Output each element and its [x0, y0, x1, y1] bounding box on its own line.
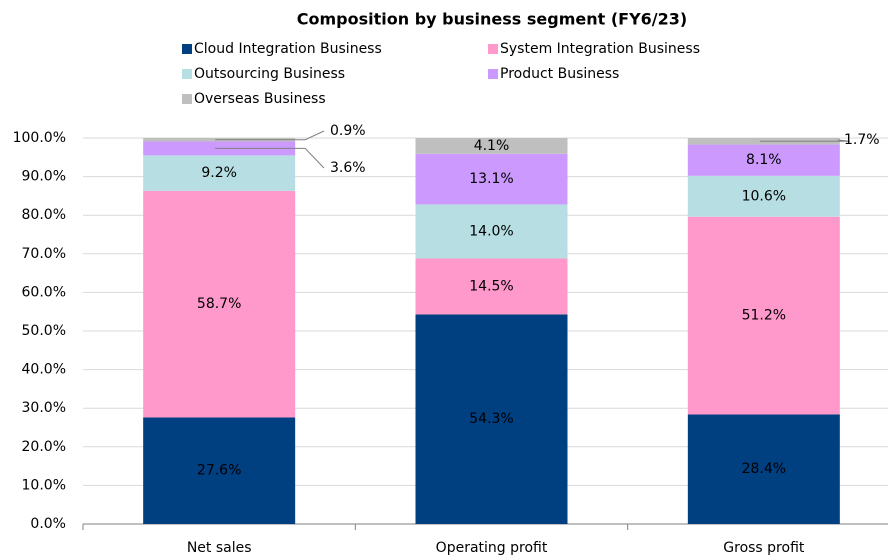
- x-tick-label: Net sales: [187, 540, 252, 556]
- bar-segment: [687, 144, 840, 176]
- chart-title: Composition by business segment (FY6/23): [297, 10, 687, 29]
- data-label: 1.7%: [844, 132, 880, 148]
- data-label: 27.6%: [197, 463, 241, 479]
- y-tick-label: 30.0%: [22, 400, 66, 416]
- leader-line: [759, 139, 850, 142]
- data-label: 8.1%: [746, 152, 782, 168]
- data-label: 54.3%: [469, 411, 513, 427]
- legend-swatch: [182, 94, 192, 104]
- data-label: 0.9%: [330, 123, 366, 139]
- y-tick-label: 0.0%: [30, 516, 66, 532]
- data-label: 28.4%: [742, 461, 786, 477]
- y-tick-label: 100.0%: [13, 130, 66, 146]
- x-tick-label: Operating profit: [436, 540, 548, 556]
- data-label: 51.2%: [742, 308, 786, 324]
- leader-line: [215, 130, 325, 141]
- legend-label: Product Business: [500, 66, 619, 82]
- data-label: 14.5%: [469, 278, 513, 294]
- legend-label: Cloud Integration Business: [194, 41, 382, 57]
- bar-segment: [143, 190, 296, 418]
- bar-segment: [415, 258, 568, 315]
- data-label: 9.2%: [201, 165, 237, 181]
- data-label: 3.6%: [330, 160, 366, 176]
- data-label: 14.0%: [469, 223, 513, 239]
- bar-segment: [143, 417, 296, 524]
- bar-segment: [415, 314, 568, 524]
- bar-segment: [415, 138, 568, 154]
- bar-segment: [687, 216, 840, 415]
- bar-segment: [415, 204, 568, 259]
- y-tick-label: 40.0%: [22, 362, 66, 378]
- bar-segment: [687, 175, 840, 217]
- x-tick-label: Gross profit: [723, 540, 805, 556]
- bar-segment: [415, 153, 568, 205]
- y-tick-label: 20.0%: [22, 439, 66, 455]
- legend-swatch: [182, 69, 192, 79]
- y-tick-label: 70.0%: [22, 246, 66, 262]
- y-tick-label: 90.0%: [22, 169, 66, 185]
- bar-segment: [687, 414, 840, 524]
- data-label: 13.1%: [469, 171, 513, 187]
- legend-swatch: [488, 44, 498, 54]
- data-label: 4.1%: [474, 138, 510, 154]
- data-label: 10.6%: [742, 188, 786, 204]
- data-label: 58.7%: [197, 296, 241, 312]
- bar-segment: [143, 155, 296, 191]
- y-tick-label: 50.0%: [22, 323, 66, 339]
- legend-label: Overseas Business: [194, 91, 326, 107]
- legend-label: Outsourcing Business: [194, 66, 345, 82]
- legend-label: System Integration Business: [500, 41, 700, 57]
- y-tick-label: 60.0%: [22, 284, 66, 300]
- legend-swatch: [182, 44, 192, 54]
- y-tick-label: 10.0%: [22, 477, 66, 493]
- legend-swatch: [488, 69, 498, 79]
- leader-line: [215, 147, 325, 169]
- y-tick-label: 80.0%: [22, 207, 66, 223]
